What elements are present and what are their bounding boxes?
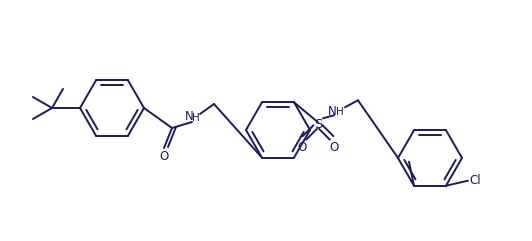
Text: O: O [297, 141, 306, 154]
Text: O: O [160, 150, 169, 163]
Text: N: N [328, 105, 336, 118]
Text: H: H [336, 107, 344, 117]
Text: N: N [185, 111, 193, 123]
Text: H: H [192, 113, 200, 123]
Text: Cl: Cl [469, 174, 481, 187]
Text: S: S [314, 118, 322, 131]
Text: O: O [329, 141, 339, 154]
